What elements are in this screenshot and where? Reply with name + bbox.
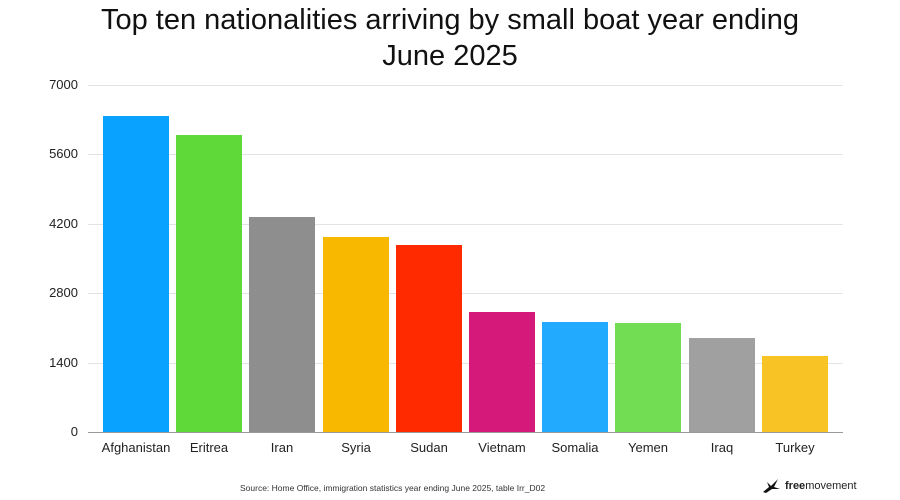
freemovement-logo: freemovement [762,478,857,494]
x-tick-label: Eritrea [189,440,229,455]
logo-text-bold: free [785,480,806,492]
bar-afghanistan [103,116,169,432]
x-tick-label: Iran [270,440,294,455]
x-tick-label: Somalia [551,440,599,455]
y-tick-label: 0 [70,424,78,439]
chart-title-line-2: June 2025 [382,40,518,72]
bar-syria [323,237,389,432]
bar-eritrea [176,135,242,432]
y-tick-label: 7000 [49,77,78,92]
y-tick-label: 1400 [49,355,78,370]
x-tick-label: Afghanistan [101,440,171,455]
chart-title: Top ten nationalities arriving by small … [0,2,900,74]
source-note: Source: Home Office, immigration statist… [240,483,546,493]
gridline [88,293,843,294]
bar-iran [249,217,315,432]
gridline [88,154,843,155]
x-tick-label: Vietnam [478,440,526,455]
logo-text-rest: movement [805,480,857,492]
bird-icon [763,479,780,493]
x-tick-label: Turkey [775,440,815,455]
x-tick-label: Iraq [710,440,734,455]
y-tick-label: 5600 [49,146,78,161]
gridline [88,224,843,225]
bar-yemen [615,323,681,432]
chart-title-line-1: Top ten nationalities arriving by small … [100,4,799,36]
bar-turkey [762,356,828,432]
x-tick-label: Yemen [628,440,668,455]
x-tick-label: Sudan [410,440,448,455]
bar-somalia [542,322,608,432]
gridline [88,85,843,86]
logo-text: freemovement [785,480,857,492]
bar-iraq [689,338,755,432]
x-tick-label: Syria [341,440,371,455]
bar-sudan [396,245,462,432]
y-tick-label: 4200 [49,216,78,231]
x-axis-line [88,432,843,433]
bar-vietnam [469,312,535,432]
gridline [88,363,843,364]
y-tick-label: 2800 [49,285,78,300]
